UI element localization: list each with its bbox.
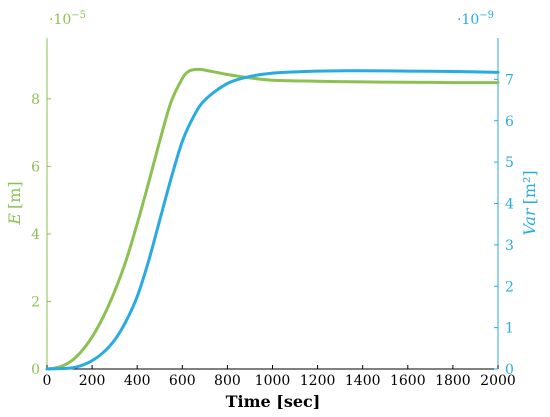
x-tick-label: 800	[214, 373, 241, 389]
series-group	[45, 67, 500, 371]
x-tick-label: 1200	[300, 373, 336, 389]
left-tick-label: 0	[31, 362, 40, 378]
right-tick-label: 6	[505, 114, 514, 130]
right-tick-label: 0	[505, 362, 514, 378]
left-axis-title: E[m]	[5, 181, 24, 225]
x-tick-label: 2000	[480, 373, 516, 389]
axes-group	[46, 38, 499, 370]
x-tick-label: 600	[169, 373, 196, 389]
right-tick-label: 1	[505, 321, 514, 337]
series-line-left	[45, 67, 500, 371]
x-tick-label: 0	[43, 373, 52, 389]
x-tick-label: 200	[79, 373, 106, 389]
right-axis-title: Var[m²]	[520, 170, 539, 235]
x-tick-label: 400	[124, 373, 151, 389]
x-axis-title: Time [sec]	[226, 392, 321, 411]
left-tick-label: 4	[31, 227, 40, 243]
left-tick-label: 8	[31, 92, 40, 108]
left-axis-multiplier: ·10−5	[49, 10, 86, 28]
x-tick-label: 1400	[345, 373, 381, 389]
series-line-right	[45, 69, 500, 371]
x-tick-label: 1800	[435, 373, 471, 389]
right-tick-label: 7	[505, 72, 514, 88]
right-tick-label: 2	[505, 279, 514, 295]
x-tick-label: 1000	[255, 373, 291, 389]
left-tick-label: 2	[31, 294, 40, 310]
ticks-group: 0 200 400 600 800 1000 1200 1400 1600 1800 2000024…	[31, 72, 516, 389]
right-tick-label: 5	[505, 155, 514, 171]
right-tick-label: 3	[505, 238, 514, 254]
right-tick-label: 4	[505, 197, 514, 213]
left-tick-label: 6	[31, 159, 40, 175]
right-axis-multiplier: ·10−9	[457, 10, 494, 28]
x-tick-label: 1600	[390, 373, 426, 389]
